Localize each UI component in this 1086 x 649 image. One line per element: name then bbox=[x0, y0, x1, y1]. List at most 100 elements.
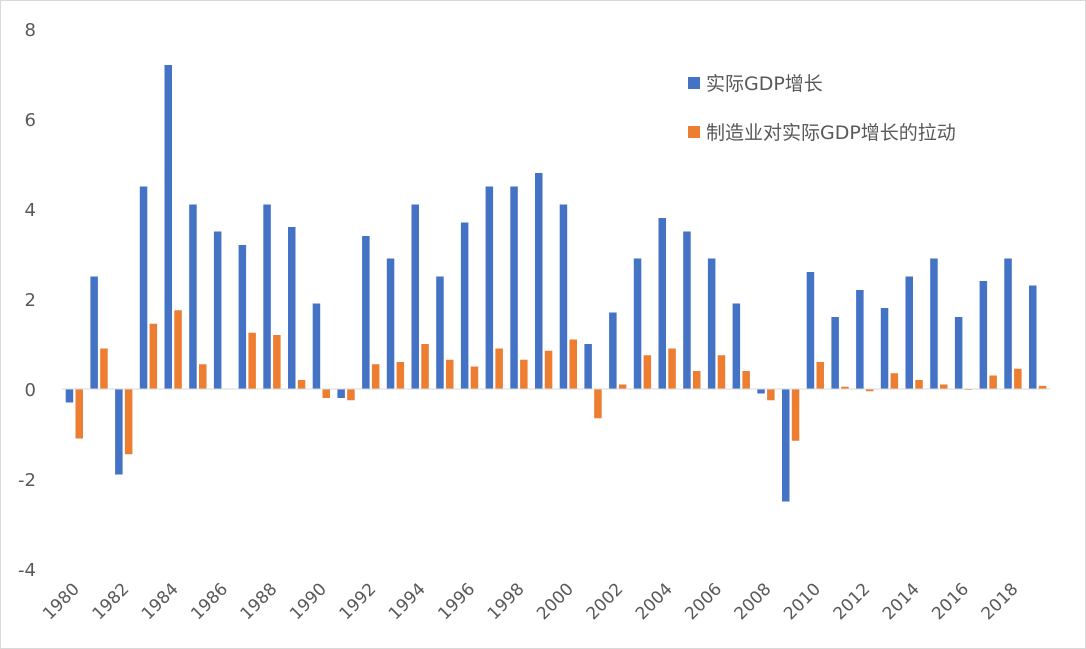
bar-gdp-2005 bbox=[683, 231, 691, 389]
legend-swatch-manufacturing bbox=[688, 126, 700, 138]
x-tick-label: 2000 bbox=[533, 579, 578, 624]
bar-manufacturing-1993 bbox=[396, 362, 405, 389]
bar-manufacturing-1985 bbox=[199, 364, 207, 389]
bar-manufacturing-2018 bbox=[1014, 368, 1022, 389]
legend-label-manufacturing: 制造业对实际GDP增长的拉动 bbox=[706, 122, 956, 144]
bar-gdp-2008 bbox=[757, 389, 765, 394]
bar-manufacturing-1994 bbox=[421, 344, 429, 389]
bar-gdp-2011 bbox=[831, 317, 839, 389]
y-tick-label: -4 bbox=[18, 560, 36, 581]
bar-gdp-1998 bbox=[510, 186, 518, 389]
bar-manufacturing-1991 bbox=[347, 389, 355, 401]
y-axis-ticks: 8 6 4 2 0 -2 -4 bbox=[18, 20, 36, 581]
x-tick-label: 2016 bbox=[928, 579, 973, 624]
bar-gdp-1988 bbox=[263, 204, 271, 389]
bar-gdp-2018 bbox=[1004, 258, 1012, 389]
bar-gdp-1980 bbox=[65, 389, 74, 403]
x-tick-label: 2010 bbox=[780, 579, 825, 624]
bar-gdp-2002 bbox=[609, 312, 617, 389]
bar-gdp-1994 bbox=[411, 204, 419, 389]
y-tick-label: 4 bbox=[25, 200, 36, 221]
bar-gdp-1983 bbox=[139, 186, 148, 389]
x-tick-label: 2004 bbox=[632, 579, 677, 624]
bar-gdp-1990 bbox=[312, 303, 321, 389]
y-tick-label: 0 bbox=[25, 380, 36, 401]
x-tick-label: 2008 bbox=[731, 579, 776, 624]
bar-manufacturing-1984 bbox=[174, 310, 182, 389]
bar-gdp-2010 bbox=[806, 272, 815, 389]
bar-gdp-1981 bbox=[90, 276, 98, 389]
bar-manufacturing-1992 bbox=[371, 364, 380, 389]
legend-label-gdp: 实际GDP增长 bbox=[706, 73, 823, 95]
bar-manufacturing-2013 bbox=[890, 373, 899, 389]
bar-manufacturing-2004 bbox=[668, 348, 676, 389]
bar-gdp-2009 bbox=[782, 389, 790, 502]
bar-manufacturing-2012 bbox=[865, 389, 874, 392]
x-tick-label: 2014 bbox=[879, 579, 924, 624]
x-tick-label: 2002 bbox=[583, 579, 628, 624]
bar-manufacturing-2001 bbox=[594, 389, 602, 419]
bar-gdp-1985 bbox=[189, 204, 197, 389]
bar-gdp-1986 bbox=[213, 231, 222, 389]
bar-manufacturing-2011 bbox=[841, 386, 849, 389]
bar-gdp-1996 bbox=[460, 222, 469, 389]
bar-manufacturing-2006 bbox=[717, 355, 726, 389]
x-tick-label: 1984 bbox=[138, 579, 183, 624]
bar-gdp-2014 bbox=[905, 276, 913, 389]
bar-gdp-1982 bbox=[115, 389, 123, 475]
bar-gdp-1984 bbox=[164, 65, 172, 389]
bar-gdp-2004 bbox=[658, 218, 666, 389]
y-tick-label: 8 bbox=[25, 20, 36, 41]
bar-gdp-2016 bbox=[954, 317, 963, 389]
bar-gdp-1987 bbox=[238, 245, 247, 389]
bar-manufacturing-1982 bbox=[124, 389, 133, 455]
bar-gdp-2019 bbox=[1029, 285, 1037, 389]
x-tick-label: 1990 bbox=[286, 579, 331, 624]
bar-manufacturing-1995 bbox=[446, 359, 454, 389]
x-tick-label: 1998 bbox=[484, 579, 529, 624]
bar-manufacturing-2002 bbox=[618, 384, 627, 389]
bar-gdp-2015 bbox=[930, 258, 938, 389]
bars-layer bbox=[65, 65, 1047, 502]
bar-gdp-1999 bbox=[535, 173, 543, 389]
bar-manufacturing-1997 bbox=[495, 348, 503, 389]
x-tick-label: 1992 bbox=[336, 579, 381, 624]
bar-manufacturing-2003 bbox=[643, 355, 652, 389]
bar-manufacturing-1990 bbox=[322, 389, 330, 398]
bar-gdp-2017 bbox=[979, 281, 988, 389]
bar-gdp-2003 bbox=[633, 258, 642, 389]
bar-manufacturing-1981 bbox=[100, 348, 108, 389]
x-tick-label: 2012 bbox=[830, 579, 875, 624]
bar-manufacturing-1980 bbox=[75, 389, 83, 439]
x-tick-label: 1988 bbox=[237, 579, 282, 624]
bar-manufacturing-1988 bbox=[273, 335, 281, 389]
x-tick-label: 1982 bbox=[89, 579, 134, 624]
bar-gdp-1989 bbox=[288, 227, 296, 389]
bar-manufacturing-2005 bbox=[693, 371, 701, 389]
bar-manufacturing-2009 bbox=[791, 389, 800, 441]
bar-manufacturing-2010 bbox=[816, 362, 824, 389]
bar-manufacturing-1996 bbox=[470, 366, 479, 389]
bar-manufacturing-2019 bbox=[1038, 385, 1047, 389]
bar-manufacturing-1998 bbox=[520, 359, 528, 389]
x-tick-label: 1986 bbox=[187, 579, 232, 624]
bar-gdp-2013 bbox=[880, 308, 889, 389]
bar-manufacturing-1989 bbox=[297, 380, 306, 389]
bar-manufacturing-2015 bbox=[940, 384, 948, 389]
bar-manufacturing-2000 bbox=[569, 339, 577, 389]
bar-gdp-1995 bbox=[436, 276, 444, 389]
x-tick-label: 1980 bbox=[39, 579, 84, 624]
y-tick-label: -2 bbox=[18, 470, 36, 491]
bar-manufacturing-1987 bbox=[248, 332, 256, 389]
x-axis-ticks: 1980 1982 1984 1986 1988 1990 1992 1994 1996 1998… bbox=[39, 579, 1022, 624]
bar-manufacturing-1999 bbox=[544, 350, 553, 389]
bar-gdp-2001 bbox=[584, 344, 592, 389]
legend-swatch-gdp bbox=[688, 77, 700, 89]
bar-manufacturing-2014 bbox=[915, 380, 923, 389]
x-tick-label: 2006 bbox=[681, 579, 726, 624]
bar-gdp-1993 bbox=[386, 258, 395, 389]
bar-manufacturing-2017 bbox=[989, 375, 997, 389]
bar-gdp-2006 bbox=[707, 258, 716, 389]
bar-gdp-1997 bbox=[485, 186, 494, 389]
